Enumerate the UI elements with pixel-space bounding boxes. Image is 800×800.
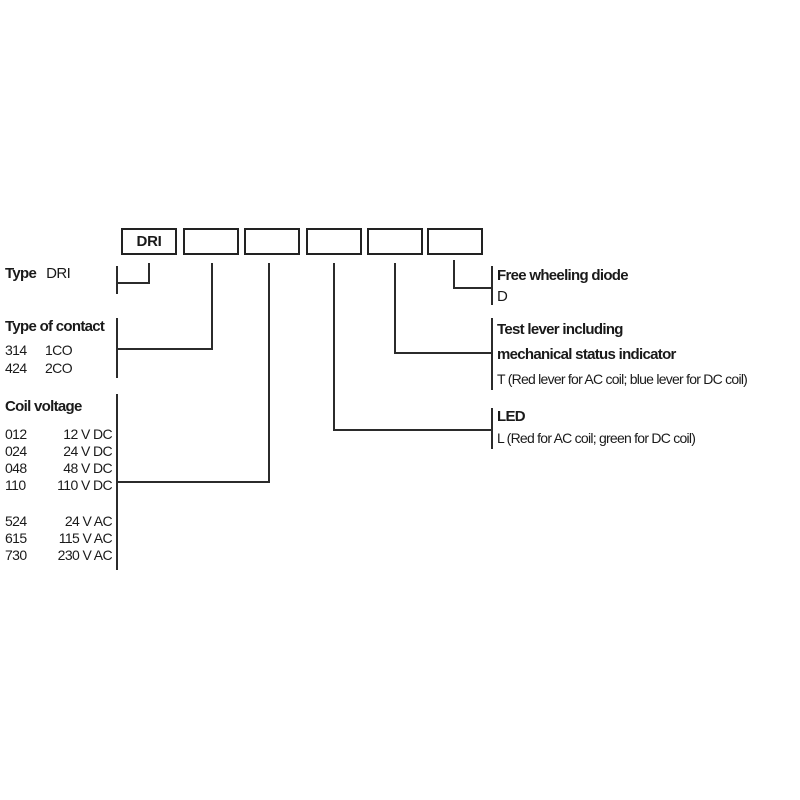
- type-of-contact-heading: Type of contact: [5, 318, 105, 335]
- type-value: DRI: [46, 265, 71, 282]
- free-wheeling-diode-code: D: [497, 288, 508, 305]
- order-code-box-contact: [183, 228, 239, 255]
- coil-voltage-row: 730 230 V AC: [5, 547, 113, 564]
- connector-contact-tick: [116, 318, 118, 378]
- free-wheeling-diode-heading: Free wheeling diode: [497, 267, 629, 284]
- order-code-box-test-lever: [367, 228, 423, 255]
- coil-voltage-heading: Coil voltage: [5, 398, 82, 415]
- order-code-box-type: DRI: [121, 228, 177, 255]
- connector-type-tick: [116, 266, 118, 294]
- connector-led-bar: [491, 408, 493, 449]
- connector-led-horizontal: [333, 429, 491, 431]
- contact-value: 2CO: [45, 360, 73, 376]
- connector-diode-bar: [491, 266, 493, 305]
- order-code-box-led: [306, 228, 362, 255]
- voltage-value: 24 V AC: [64, 513, 113, 529]
- voltage-code: 012: [5, 426, 27, 442]
- coil-voltage-row: 615 115 V AC: [5, 530, 113, 547]
- connector-diode-horizontal: [453, 287, 491, 289]
- coil-voltage-ac-table: 524 24 V AC 615 115 V AC 730 230 V AC: [5, 513, 113, 564]
- connector-test-lever-drop: [394, 263, 396, 354]
- voltage-value: 230 V AC: [57, 547, 113, 563]
- order-code-box-diode: [427, 228, 483, 255]
- led-code-description: L (Red for AC coil; green for DC coil): [497, 430, 696, 446]
- voltage-code: 524: [5, 513, 27, 529]
- coil-voltage-row: 524 24 V AC: [5, 513, 113, 530]
- contact-code: 314: [5, 342, 27, 358]
- voltage-code: 615: [5, 530, 27, 546]
- test-lever-heading-line2: mechanical status indicator: [497, 346, 676, 363]
- connector-coil-tick: [116, 394, 118, 570]
- coil-voltage-dc-table: 012 12 V DC 024 24 V DC 048 48 V DC 110 …: [5, 426, 113, 494]
- connector-type-horizontal: [116, 282, 150, 284]
- coil-voltage-row: 024 24 V DC: [5, 443, 113, 460]
- order-code-box-coil-voltage: [244, 228, 300, 255]
- type-of-contact-table: 314 1CO 424 2CO: [5, 341, 112, 377]
- contact-row: 314 1CO: [5, 341, 112, 359]
- connector-contact-drop: [211, 263, 213, 350]
- voltage-value: 48 V DC: [63, 460, 112, 476]
- coil-voltage-row: 012 12 V DC: [5, 426, 113, 443]
- connector-test-lever-bar: [491, 318, 493, 390]
- voltage-value: 115 V AC: [58, 530, 113, 546]
- test-lever-code-description: T (Red lever for AC coil; blue lever for…: [497, 371, 748, 387]
- voltage-value: 12 V DC: [63, 426, 112, 442]
- contact-value: 1CO: [45, 342, 73, 358]
- connector-coil-drop: [268, 263, 270, 483]
- type-row: Type DRI: [5, 265, 71, 282]
- voltage-code: 048: [5, 460, 27, 476]
- connector-led-drop: [333, 263, 335, 431]
- connector-test-lever-horizontal: [394, 352, 491, 354]
- led-heading: LED: [497, 408, 526, 425]
- type-label: Type: [5, 265, 37, 282]
- connector-coil-horizontal: [116, 481, 270, 483]
- coil-voltage-row: 110 110 V DC: [5, 477, 113, 494]
- connector-contact-horizontal: [116, 348, 213, 350]
- contact-code: 424: [5, 360, 27, 376]
- connector-diode-drop: [453, 260, 455, 289]
- contact-row: 424 2CO: [5, 359, 112, 377]
- voltage-code: 730: [5, 547, 27, 563]
- test-lever-heading-line1: Test lever including: [497, 321, 623, 338]
- voltage-code: 024: [5, 443, 27, 459]
- voltage-code: 110: [5, 477, 26, 493]
- voltage-value: 110 V DC: [57, 477, 112, 493]
- connector-type-drop: [148, 263, 150, 284]
- voltage-value: 24 V DC: [63, 443, 112, 459]
- coil-voltage-row: 048 48 V DC: [5, 460, 113, 477]
